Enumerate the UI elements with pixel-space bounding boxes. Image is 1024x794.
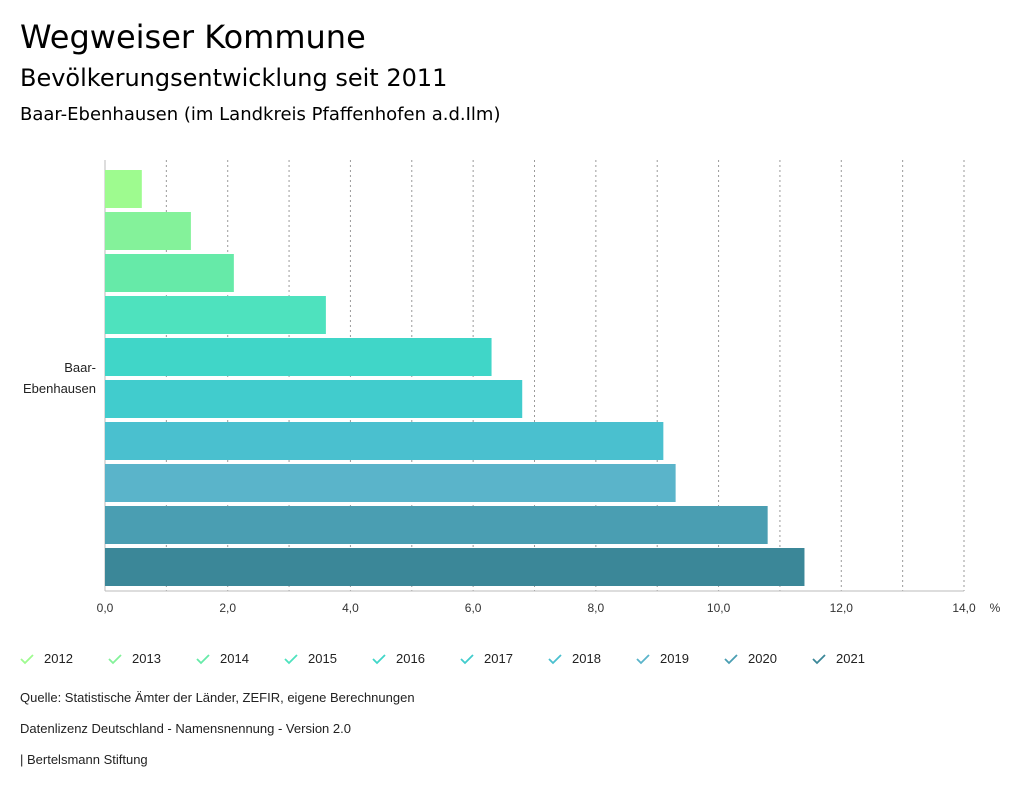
checkmark-icon — [636, 653, 650, 664]
legend-item-2019[interactable]: 2019 — [636, 651, 724, 666]
x-tick-label: 12,0 — [830, 601, 854, 615]
legend-item-2021[interactable]: 2021 — [812, 651, 900, 666]
bar-2021 — [105, 548, 805, 586]
x-tick-label: 14,0 — [952, 601, 976, 615]
page-title: Wegweiser Kommune — [20, 18, 366, 56]
bar-2013 — [105, 212, 191, 250]
checkmark-icon — [20, 653, 34, 664]
region-title: Baar-Ebenhausen (im Landkreis Pfaffenhof… — [20, 104, 501, 125]
legend-item-2014[interactable]: 2014 — [196, 651, 284, 666]
checkmark-icon — [724, 653, 738, 664]
checkmark-icon — [372, 653, 386, 664]
legend-item-2017[interactable]: 2017 — [460, 651, 548, 666]
x-tick-label: 8,0 — [588, 601, 605, 615]
x-unit-label: % — [990, 601, 1001, 615]
legend-label: 2012 — [44, 651, 73, 666]
bar-2014 — [105, 254, 234, 292]
legend-label: 2016 — [396, 651, 425, 666]
license-text: Datenlizenz Deutschland - Namensnennung … — [20, 721, 351, 736]
legend-label: 2017 — [484, 651, 513, 666]
legend-item-2012[interactable]: 2012 — [20, 651, 108, 666]
category-label: Baar- — [64, 360, 96, 375]
category-label: Ebenhausen — [23, 381, 96, 396]
checkmark-icon — [548, 653, 562, 664]
checkmark-icon — [284, 653, 298, 664]
checkmark-icon — [812, 653, 826, 664]
legend-label: 2020 — [748, 651, 777, 666]
checkmark-icon — [108, 653, 122, 664]
legend-label: 2021 — [836, 651, 865, 666]
bar-2012 — [105, 170, 142, 208]
legend-item-2020[interactable]: 2020 — [724, 651, 812, 666]
bar-2018 — [105, 422, 664, 460]
chart-legend: 2012 2013 2014 2015 2016 2017 2018 2019 2020 2021 — [20, 651, 900, 666]
bar-2016 — [105, 338, 492, 376]
legend-label: 2019 — [660, 651, 689, 666]
x-tick-label: 6,0 — [465, 601, 482, 615]
legend-item-2015[interactable]: 2015 — [284, 651, 372, 666]
x-tick-label: 4,0 — [342, 601, 359, 615]
legend-label: 2013 — [132, 651, 161, 666]
x-tick-label: 0,0 — [97, 601, 114, 615]
x-tick-label: 10,0 — [707, 601, 731, 615]
legend-item-2018[interactable]: 2018 — [548, 651, 636, 666]
checkmark-icon — [460, 653, 474, 664]
legend-label: 2015 — [308, 651, 337, 666]
bar-2020 — [105, 506, 768, 544]
bar-2015 — [105, 296, 326, 334]
x-tick-label: 2,0 — [219, 601, 236, 615]
bar-2017 — [105, 380, 523, 418]
bar-chart: 0,0 2,0 4,0 6,0 8,0 10,0 12,0 14,0 % Baar- Ebenhau… — [23, 160, 1001, 615]
legend-item-2013[interactable]: 2013 — [108, 651, 196, 666]
checkmark-icon — [196, 653, 210, 664]
legend-item-2016[interactable]: 2016 — [372, 651, 460, 666]
bar-2019 — [105, 464, 676, 502]
legend-label: 2014 — [220, 651, 249, 666]
publisher-text: | Bertelsmann Stiftung — [20, 752, 148, 767]
chart-subtitle: Bevölkerungsentwicklung seit 2011 — [20, 64, 448, 92]
source-text: Quelle: Statistische Ämter der Länder, Z… — [20, 690, 415, 705]
legend-label: 2018 — [572, 651, 601, 666]
